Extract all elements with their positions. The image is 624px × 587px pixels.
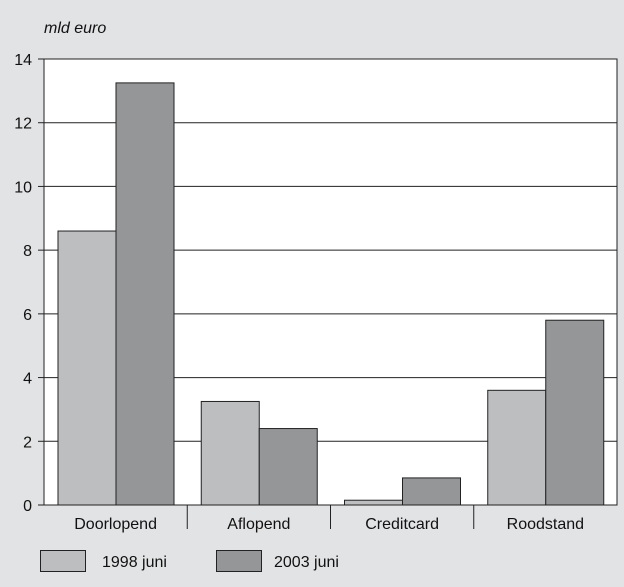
- bar-doorlopend-2003-juni: [115, 82, 175, 506]
- legend-swatch-1998: [40, 550, 86, 572]
- y-tick-label-0: 0: [23, 498, 32, 515]
- y-tick-label-8: 8: [23, 243, 32, 260]
- y-tick-label-14: 14: [14, 52, 32, 69]
- x-tick-label-doorlopend: Doorlopend: [74, 516, 157, 533]
- legend-swatch-2003: [216, 550, 262, 572]
- legend-label-2003: 2003 juni: [274, 554, 339, 571]
- bar-roodstand-1998-juni: [487, 389, 547, 506]
- y-tick-label-6: 6: [23, 307, 32, 324]
- y-tick-label-10: 10: [14, 179, 32, 196]
- bar-aflopend-1998-juni: [200, 400, 260, 506]
- y-tick-label-12: 12: [14, 116, 32, 133]
- x-tick-label-aflopend: Aflopend: [227, 516, 290, 533]
- bar-roodstand-2003-juni: [545, 319, 605, 506]
- bar-creditcard-2003-juni: [402, 477, 461, 506]
- x-tick-label-creditcard: Creditcard: [365, 516, 439, 533]
- bar-doorlopend-1998-juni: [57, 230, 117, 506]
- legend-label-1998: 1998 juni: [102, 554, 167, 571]
- x-tick-label-roodstand: Roodstand: [507, 516, 584, 533]
- y-axis-unit-label: mld euro: [44, 20, 107, 37]
- y-tick-label-2: 2: [23, 434, 32, 451]
- y-tick-label-4: 4: [23, 371, 32, 388]
- bar-aflopend-2003-juni: [258, 428, 318, 506]
- plot-frame: [43, 58, 618, 506]
- bar-creditcard-1998-juni: [344, 499, 403, 506]
